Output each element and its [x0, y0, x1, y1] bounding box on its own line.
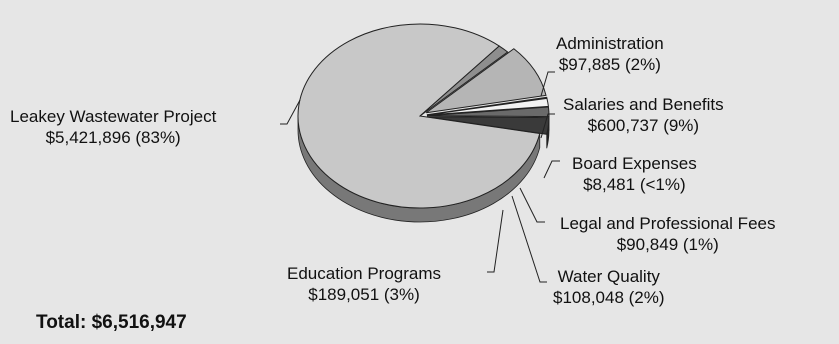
leader-line-legal	[519, 187, 545, 223]
label-salaries: Salaries and Benefits $600,737 (9%)	[563, 94, 724, 136]
label-administration: Administration $97,885 (2%)	[556, 33, 664, 75]
slice-label: Salaries and Benefits	[563, 95, 724, 114]
slice-value: $97,885 (2%)	[558, 55, 661, 74]
pie-slice-6	[426, 116, 550, 135]
label-water: Water Quality $108,048 (2%)	[553, 266, 665, 308]
total-label: Total: $6,516,947	[36, 312, 187, 334]
slice-label: Education Programs	[287, 264, 442, 283]
leader-line-leakey	[280, 99, 301, 125]
pie-slice-2	[425, 48, 547, 114]
slice-value: $5,421,896 (83%)	[45, 128, 181, 147]
slice-value: $189,051 (3%)	[308, 285, 420, 304]
leader-line-administration	[540, 71, 555, 97]
pie-slice-5	[426, 106, 550, 118]
slice-value: $108,048 (2%)	[553, 288, 665, 307]
label-education: Education Programs $189,051 (3%)	[287, 263, 441, 305]
pie-slice-0	[297, 23, 541, 209]
label-board: Board Expenses $8,481 (<1%)	[572, 153, 697, 195]
slice-value: $600,737 (9%)	[587, 116, 700, 135]
slice-label: Board Expenses	[572, 154, 697, 173]
leader-line-water	[511, 195, 547, 283]
leader-line-board	[543, 160, 560, 179]
pie-slice-4	[426, 97, 549, 116]
slice-label: Legal and Professional Fees	[560, 214, 776, 233]
slice-label: Water Quality	[557, 267, 660, 286]
slice-label: Leakey Wastewater Project	[10, 107, 217, 126]
pie-slice-1	[419, 45, 509, 117]
label-legal: Legal and Professional Fees $90,849 (1%)	[560, 213, 775, 255]
leader-line-salaries	[540, 113, 555, 139]
leader-line-education	[487, 209, 504, 273]
slice-value: $8,481 (<1%)	[583, 175, 686, 194]
total-value: $6,516,947	[91, 312, 187, 333]
label-leakey: Leakey Wastewater Project $5,421,896 (83…	[10, 106, 216, 148]
total-caption: Total:	[36, 312, 87, 333]
slice-label: Administration	[556, 34, 664, 53]
slice-value: $90,849 (1%)	[616, 235, 719, 254]
